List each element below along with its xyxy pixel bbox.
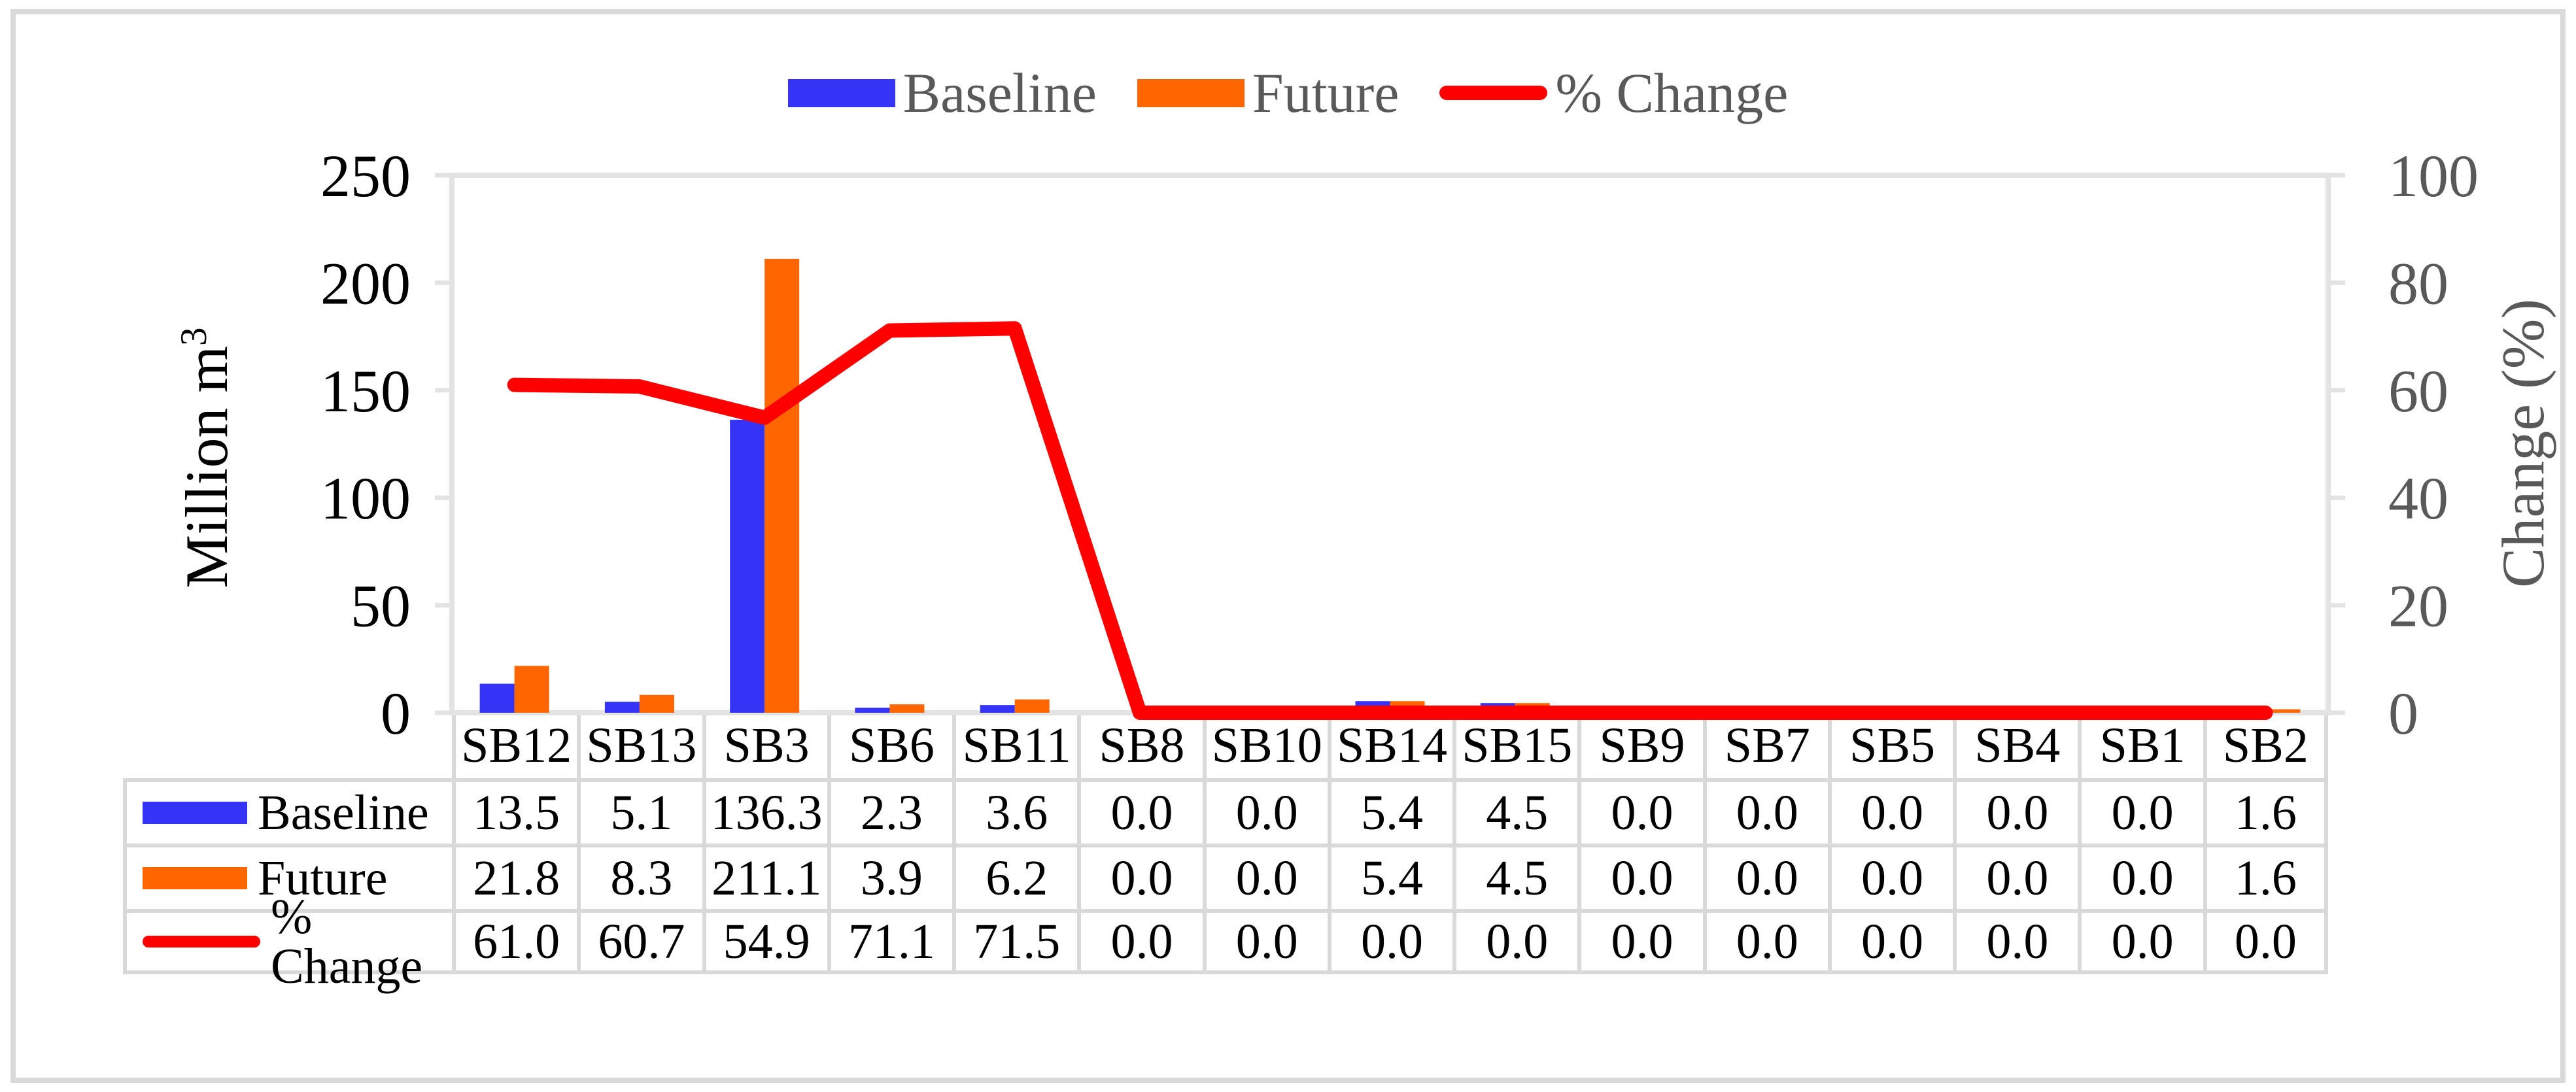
table-value--change-SB8: 0.0: [1077, 909, 1203, 974]
future-swatch-icon: [1137, 78, 1245, 107]
baseline-swatch-icon: [787, 78, 895, 107]
table-value-baseline-SB3: 136.3: [702, 778, 827, 844]
column-header-SB11: SB11: [952, 713, 1078, 778]
table-key-bar-icon: [143, 867, 247, 889]
legend-label-baseline: Baseline: [902, 61, 1097, 124]
table-value-baseline-SB2: 1.6: [2203, 778, 2328, 844]
column-header-SB13: SB13: [577, 713, 702, 778]
table-value-future-SB14: 5.4: [1327, 844, 1453, 909]
table-value-future-SB10: 0.0: [1202, 844, 1328, 909]
table-value--change-SB9: 0.0: [1577, 909, 1703, 974]
column-header-SB9: SB9: [1577, 713, 1703, 778]
table-value-future-SB4: 0.0: [1953, 844, 2078, 909]
legend-label-pct-change: % Change: [1555, 61, 1789, 124]
table-row-label: % Change: [271, 889, 423, 994]
table-value-baseline-SB10: 0.0: [1202, 778, 1328, 844]
table-value-baseline-SB5: 0.0: [1827, 778, 1953, 844]
table-value-baseline-SB8: 0.0: [1077, 778, 1203, 844]
table-value--change-SB11: 71.5: [952, 909, 1078, 974]
table-value--change-SB13: 60.7: [577, 909, 702, 974]
chart-legend: Baseline Future % Change: [0, 63, 2576, 123]
column-header-SB2: SB2: [2203, 713, 2328, 778]
table-value-baseline-SB11: 3.6: [952, 778, 1078, 844]
column-header-SB14: SB14: [1327, 713, 1453, 778]
table-value-baseline-SB9: 0.0: [1577, 778, 1703, 844]
row-label--change: % Change: [123, 892, 452, 991]
table-row-label: Future: [258, 851, 388, 906]
figure-border: [10, 9, 2566, 1083]
table-value-future-SB7: 0.0: [1702, 844, 1828, 909]
table-value--change-SB12: 61.0: [452, 909, 577, 974]
table-value-future-SB9: 0.0: [1577, 844, 1703, 909]
column-header-SB10: SB10: [1202, 713, 1328, 778]
table-value-future-SB11: 6.2: [952, 844, 1078, 909]
left-axis-title-superscript: 3: [173, 327, 215, 346]
table-value-future-SB15: 4.5: [1452, 844, 1578, 909]
table-value--change-SB6: 71.1: [827, 909, 953, 974]
table-value--change-SB2: 0.0: [2203, 909, 2328, 974]
table-row-label: Baseline: [258, 785, 429, 840]
table-corner-cell: [123, 713, 452, 778]
column-header-SB3: SB3: [702, 713, 827, 778]
pct-change-line-swatch-icon: [1439, 86, 1548, 100]
table-value-baseline-SB7: 0.0: [1702, 778, 1828, 844]
table-value-future-SB2: 1.6: [2203, 844, 2328, 909]
table-value-baseline-SB14: 5.4: [1327, 778, 1453, 844]
legend-item-baseline: Baseline: [787, 61, 1097, 124]
legend-item-future: Future: [1137, 61, 1400, 124]
table-value-future-SB5: 0.0: [1827, 844, 1953, 909]
right-axis-title: Change (%): [2490, 299, 2556, 588]
table-value-baseline-SB12: 13.5: [452, 778, 577, 844]
table-value-baseline-SB4: 0.0: [1953, 778, 2078, 844]
column-header-SB7: SB7: [1702, 713, 1828, 778]
table-value-future-SB8: 0.0: [1077, 844, 1203, 909]
table-key-line-icon: [143, 936, 260, 947]
legend-item-pct-change: % Change: [1439, 65, 1788, 121]
column-header-SB1: SB1: [2078, 713, 2203, 778]
table-value-baseline-SB15: 4.5: [1452, 778, 1578, 844]
legend-label-future: Future: [1252, 61, 1400, 124]
table-value-baseline-SB6: 2.3: [827, 778, 953, 844]
table-value-future-SB1: 0.0: [2078, 844, 2203, 909]
table-value-baseline-SB1: 0.0: [2078, 778, 2203, 844]
table-value--change-SB4: 0.0: [1953, 909, 2078, 974]
row-label-future: Future: [123, 844, 452, 909]
table-key-bar-icon: [143, 802, 247, 824]
table-value-future-SB12: 21.8: [452, 844, 577, 909]
data-table: SB12 SB13 SB3 SB6 SB11 SB8 SB10 SB14 SB15 SB9 SB7 S…: [123, 713, 2328, 991]
column-header-SB15: SB15: [1452, 713, 1578, 778]
column-header-SB8: SB8: [1077, 713, 1203, 778]
row-label-baseline: Baseline: [123, 778, 452, 844]
table-value-future-SB13: 8.3: [577, 844, 702, 909]
table-value--change-SB15: 0.0: [1452, 909, 1578, 974]
column-header-SB6: SB6: [827, 713, 953, 778]
table-value--change-SB3: 54.9: [702, 909, 827, 974]
table-value--change-SB7: 0.0: [1702, 909, 1828, 974]
table-value-future-SB6: 3.9: [827, 844, 953, 909]
table-value--change-SB1: 0.0: [2078, 909, 2203, 974]
left-axis-title-text: Million m: [173, 345, 240, 589]
table-value--change-SB10: 0.0: [1202, 909, 1328, 974]
column-header-SB5: SB5: [1827, 713, 1953, 778]
column-header-SB12: SB12: [452, 713, 577, 778]
table-value--change-SB5: 0.0: [1827, 909, 1953, 974]
table-value-future-SB3: 211.1: [702, 844, 827, 909]
left-axis-title: Million m3: [173, 327, 240, 589]
column-header-SB4: SB4: [1953, 713, 2078, 778]
table-value--change-SB14: 0.0: [1327, 909, 1453, 974]
table-value-baseline-SB13: 5.1: [577, 778, 702, 844]
